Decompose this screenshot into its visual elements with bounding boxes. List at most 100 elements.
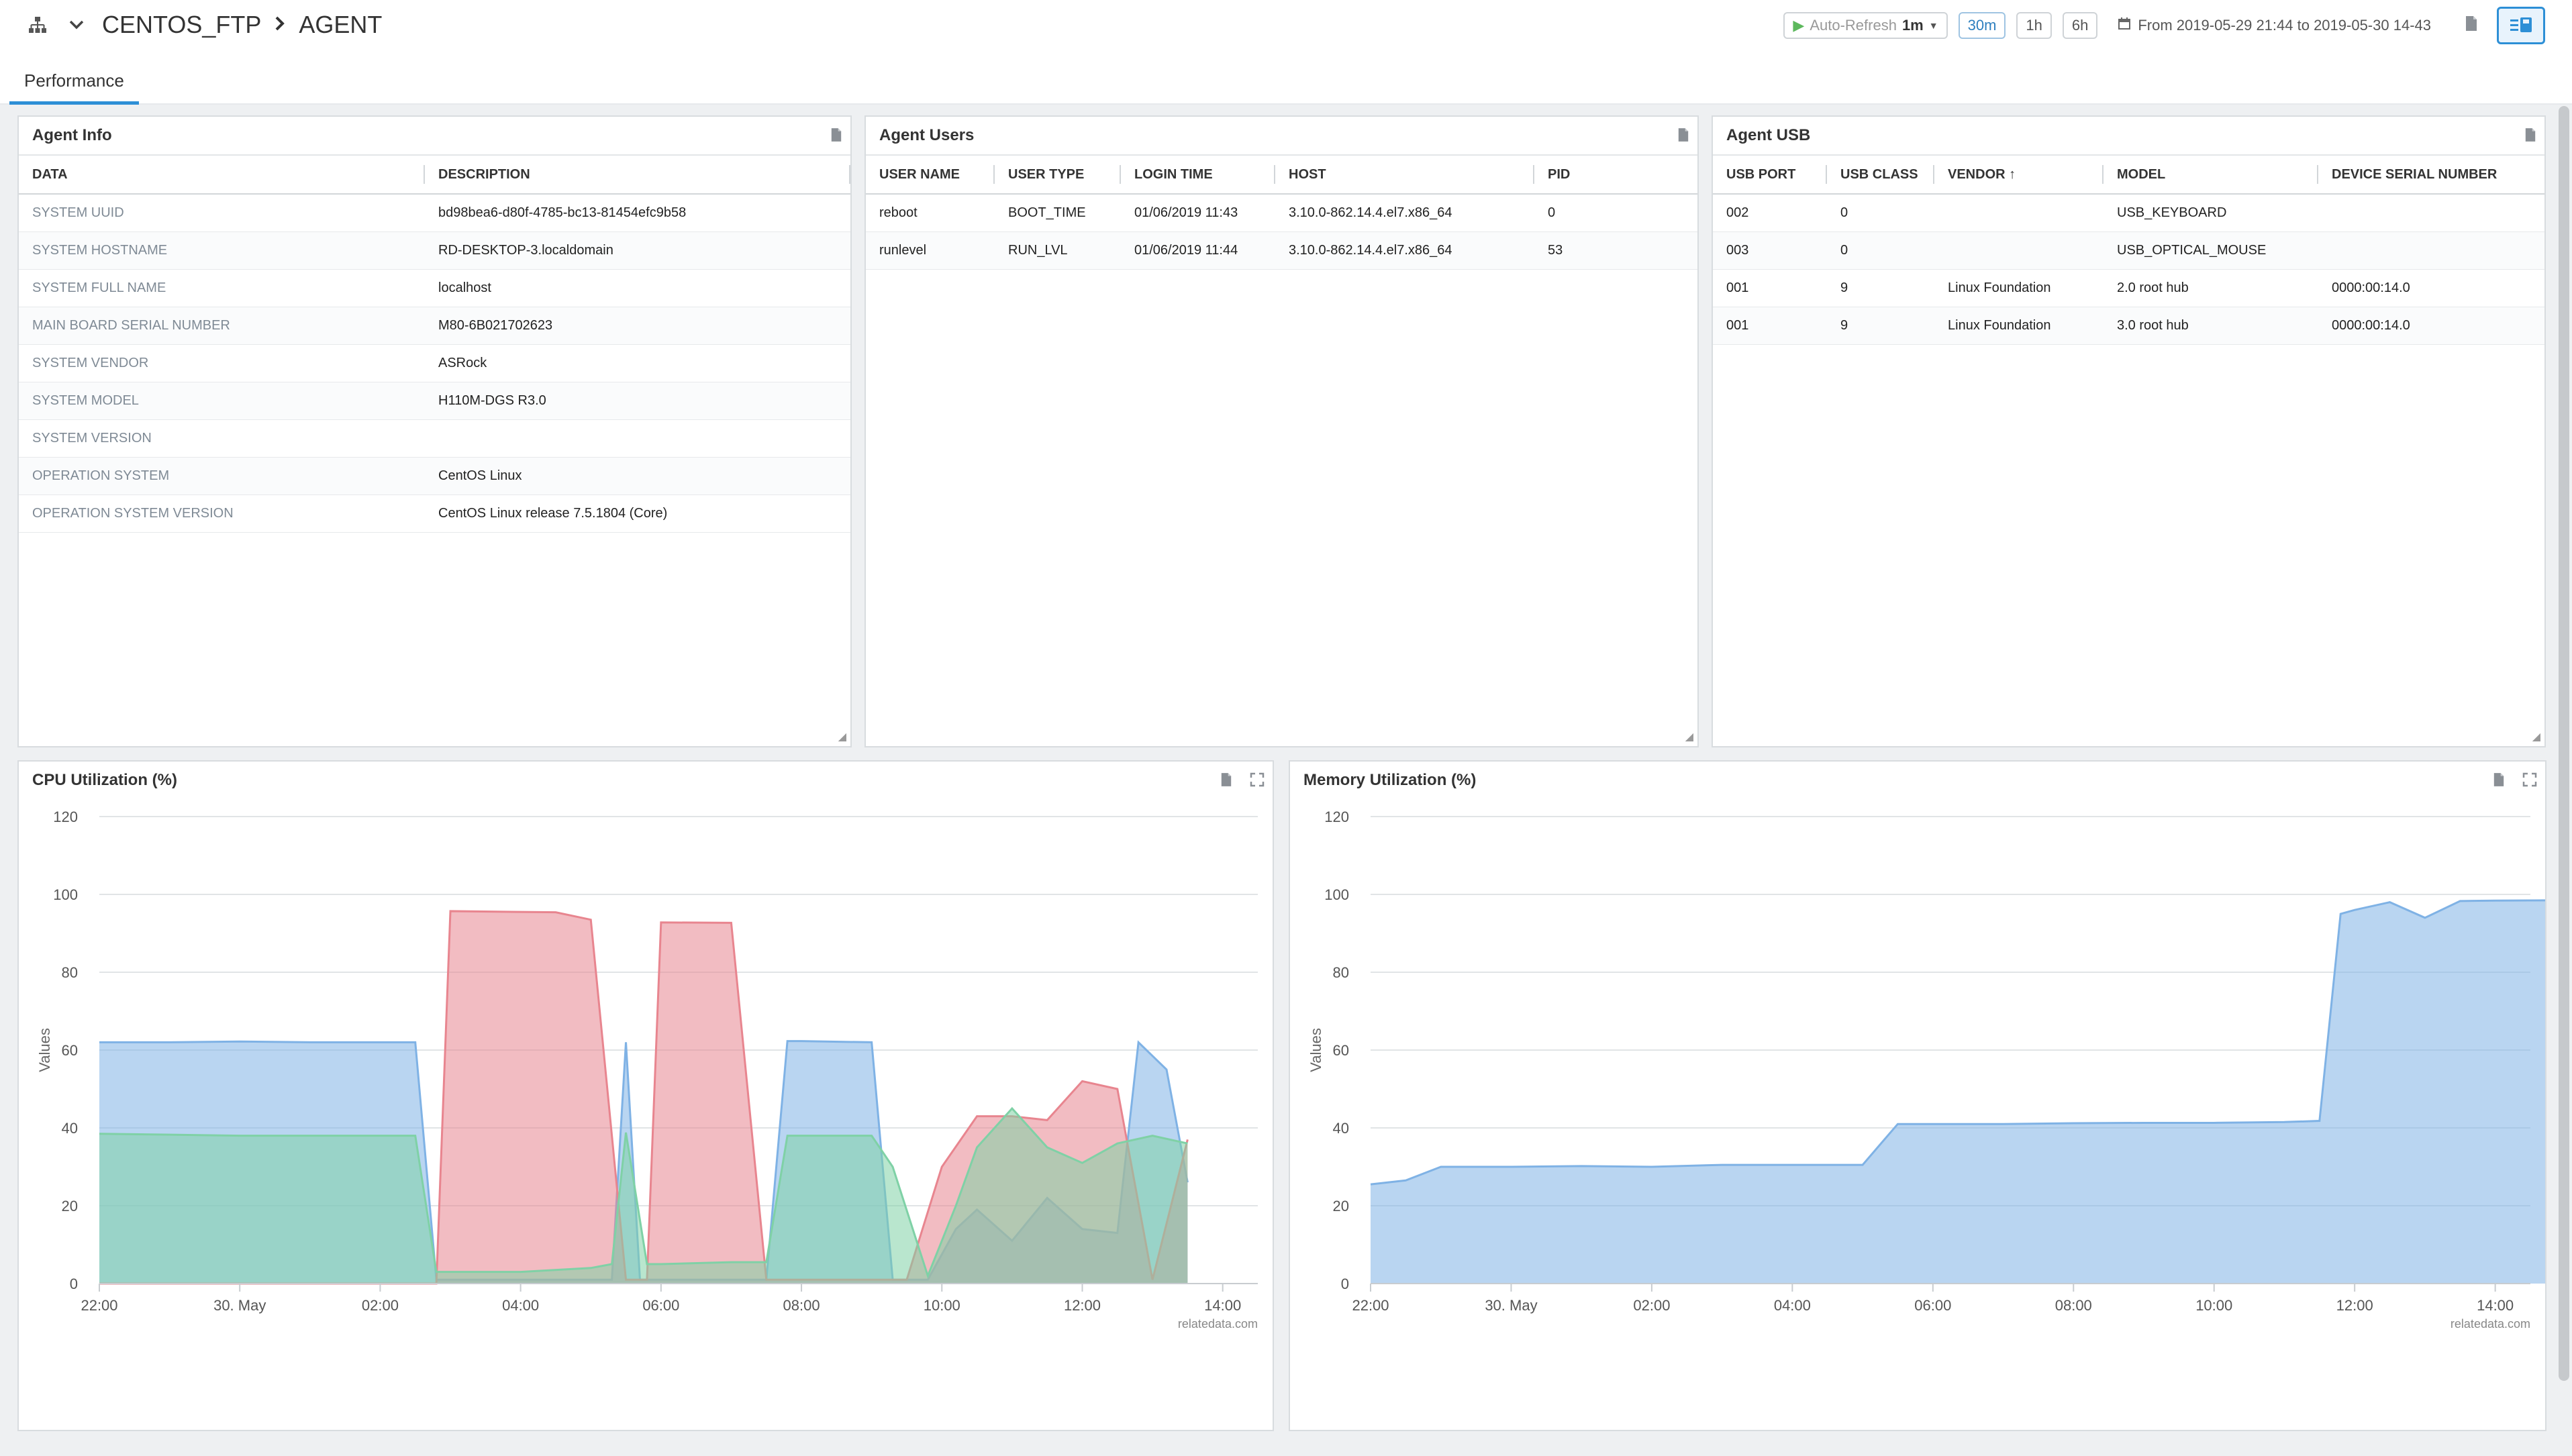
- tab-performance[interactable]: Performance: [9, 60, 139, 105]
- arrow-up-icon: ↑: [2009, 166, 2016, 182]
- range-30m-button[interactable]: 30m: [1958, 12, 2006, 39]
- x-tick-label: 06:00: [1914, 1297, 1951, 1314]
- agent-users-panel: Agent Users USER NAME USER TYPE LOGIN TI…: [864, 115, 1699, 747]
- table-cell: [1934, 231, 2104, 270]
- x-tick-label: 06:00: [642, 1297, 679, 1314]
- chart-credit[interactable]: relatedata.com: [1178, 1317, 1258, 1331]
- x-tick-label: 22:00: [1352, 1297, 1389, 1314]
- table-row[interactable]: runlevel RUN_LVL 01/06/2019 11:44 3.10.0-86…: [866, 231, 1697, 270]
- column-header[interactable]: USER TYPE: [995, 154, 1121, 195]
- y-tick-label: 120: [1324, 809, 1349, 825]
- breadcrumb: CENTOS_FTP AGENT: [24, 8, 382, 42]
- table-cell: 001: [1713, 307, 1827, 345]
- y-tick-label: 20: [1333, 1198, 1349, 1214]
- chevron-down-icon[interactable]: [63, 11, 90, 38]
- table-cell: BOOT_TIME: [995, 194, 1121, 232]
- table-row[interactable]: SYSTEM VENDOR ASRock: [19, 344, 850, 382]
- table-row[interactable]: 001 9 Linux Foundation 2.0 root hub 0000:00:…: [1713, 269, 2544, 307]
- breadcrumb-parent[interactable]: CENTOS_FTP: [102, 11, 262, 38]
- tab-bar: Performance: [0, 60, 2572, 105]
- column-header[interactable]: USB CLASS: [1827, 154, 1934, 195]
- table-cell: 9: [1827, 269, 1934, 307]
- table-row[interactable]: 002 0 USB_KEYBOARD: [1713, 194, 2544, 232]
- auto-refresh-label: Auto-Refresh: [1810, 17, 1897, 34]
- column-header-sorted[interactable]: VENDOR ↑: [1934, 154, 2104, 195]
- export-document-icon[interactable]: [1677, 127, 1689, 146]
- table-row[interactable]: SYSTEM MODEL H110M-DGS R3.0: [19, 382, 850, 420]
- table-row[interactable]: reboot BOOT_TIME 01/06/2019 11:43 3.10.0-86…: [866, 194, 1697, 232]
- x-tick-label: 02:00: [362, 1297, 399, 1314]
- resize-handle-icon[interactable]: ◢: [1685, 731, 1693, 743]
- resize-handle-icon[interactable]: ◢: [2532, 731, 2540, 743]
- x-tick-label: 12:00: [1064, 1297, 1101, 1314]
- column-header[interactable]: MODEL: [2104, 154, 2318, 195]
- table-cell: 2.0 root hub: [2104, 269, 2318, 307]
- table-row[interactable]: OPERATION SYSTEM CentOS Linux: [19, 457, 850, 495]
- export-document-icon[interactable]: [830, 127, 842, 146]
- table-cell: OPERATION SYSTEM VERSION: [19, 495, 425, 533]
- table-row[interactable]: 003 0 USB_OPTICAL_MOUSE: [1713, 231, 2544, 270]
- auto-refresh-button[interactable]: ▶ Auto-Refresh 1m ▼: [1783, 12, 1948, 39]
- column-header[interactable]: PID: [1534, 154, 1697, 195]
- dashboard-layout-button[interactable]: [2497, 7, 2545, 44]
- agent-info-table: DATA DESCRIPTION SYSTEM UUID bd98bea6-d80…: [19, 154, 850, 533]
- column-header[interactable]: DATA: [19, 154, 425, 195]
- x-tick-label: 12:00: [2336, 1297, 2373, 1314]
- export-document-icon[interactable]: [2465, 15, 2478, 36]
- y-tick-label: 0: [1341, 1276, 1349, 1292]
- series-2-line[interactable]: [99, 1106, 1188, 1279]
- table-cell: SYSTEM UUID: [19, 194, 425, 232]
- range-1h-button[interactable]: 1h: [2016, 12, 2052, 39]
- cpu-utilization-chart[interactable]: 0 20 40 60 80 100 120 Values 22:00 30. May 02:00 04…: [19, 799, 1273, 1430]
- table-cell: H110M-DGS R3.0: [425, 382, 850, 420]
- fullscreen-icon[interactable]: [2522, 772, 2537, 791]
- column-header[interactable]: LOGIN TIME: [1121, 154, 1275, 195]
- y-tick-label: 40: [1333, 1120, 1349, 1137]
- table-cell: SYSTEM VERSION: [19, 419, 425, 458]
- table-row[interactable]: SYSTEM VERSION: [19, 419, 850, 458]
- table-cell: [2318, 231, 2544, 270]
- breadcrumb-current: AGENT: [299, 11, 383, 38]
- column-header[interactable]: HOST: [1275, 154, 1534, 195]
- series-0-area[interactable]: [1371, 900, 2545, 1284]
- resize-handle-icon[interactable]: ◢: [838, 731, 846, 743]
- sitemap-icon[interactable]: [24, 11, 51, 38]
- table-cell: RD-DESKTOP-3.localdomain: [425, 231, 850, 270]
- table-cell: 002: [1713, 194, 1827, 232]
- table-row[interactable]: 001 9 Linux Foundation 3.0 root hub 0000:00:…: [1713, 307, 2544, 345]
- export-document-icon[interactable]: [2524, 127, 2536, 146]
- table-row[interactable]: SYSTEM HOSTNAME RD-DESKTOP-3.localdomain: [19, 231, 850, 270]
- column-header[interactable]: DEVICE SERIAL NUMBER: [2318, 154, 2544, 195]
- range-6h-button[interactable]: 6h: [2062, 12, 2098, 39]
- y-tick-label: 100: [1324, 886, 1349, 903]
- series-0-line[interactable]: [1370, 899, 2545, 1186]
- x-tick-label: 04:00: [502, 1297, 539, 1314]
- memory-utilization-chart[interactable]: 0 20 40 60 80 100 120 Values 22:00 30. May 02:00 04…: [1290, 799, 2545, 1430]
- table-cell: [2318, 194, 2544, 232]
- date-range-picker[interactable]: From 2019-05-29 21:44 to 2019-05-30 14-4…: [2108, 17, 2440, 34]
- table-cell: OPERATION SYSTEM: [19, 457, 425, 495]
- y-tick-label: 0: [70, 1276, 78, 1292]
- table-row[interactable]: OPERATION SYSTEM VERSION CentOS Linux rel…: [19, 495, 850, 533]
- table-row[interactable]: SYSTEM UUID bd98bea6-d80f-4785-bc13-81454…: [19, 194, 850, 232]
- column-header[interactable]: USB PORT: [1713, 154, 1827, 195]
- agent-info-title: Agent Info: [32, 126, 112, 144]
- column-header[interactable]: DESCRIPTION: [425, 154, 850, 195]
- y-tick-label: 80: [62, 964, 78, 981]
- y-axis-label: Values: [1307, 1028, 1324, 1072]
- column-header[interactable]: USER NAME: [866, 154, 995, 195]
- table-cell: 0000:00:14.0: [2318, 269, 2544, 307]
- table-cell: reboot: [866, 194, 995, 232]
- y-tick-label: 80: [1333, 964, 1349, 981]
- x-tick-label: 22:00: [81, 1297, 117, 1314]
- vertical-scrollbar[interactable]: [2559, 106, 2569, 1381]
- top-bar: CENTOS_FTP AGENT ▶ Auto-Refresh 1m ▼ 30m…: [0, 0, 2572, 60]
- table-row[interactable]: SYSTEM FULL NAME localhost: [19, 269, 850, 307]
- export-document-icon[interactable]: [2493, 772, 2505, 791]
- y-tick-label: 100: [53, 886, 78, 903]
- chart-credit[interactable]: relatedata.com: [2451, 1317, 2530, 1331]
- export-document-icon[interactable]: [1220, 772, 1232, 791]
- table-cell: 0000:00:14.0: [2318, 307, 2544, 345]
- fullscreen-icon[interactable]: [1250, 772, 1265, 791]
- table-row[interactable]: MAIN BOARD SERIAL NUMBER M80-6B021702623: [19, 307, 850, 345]
